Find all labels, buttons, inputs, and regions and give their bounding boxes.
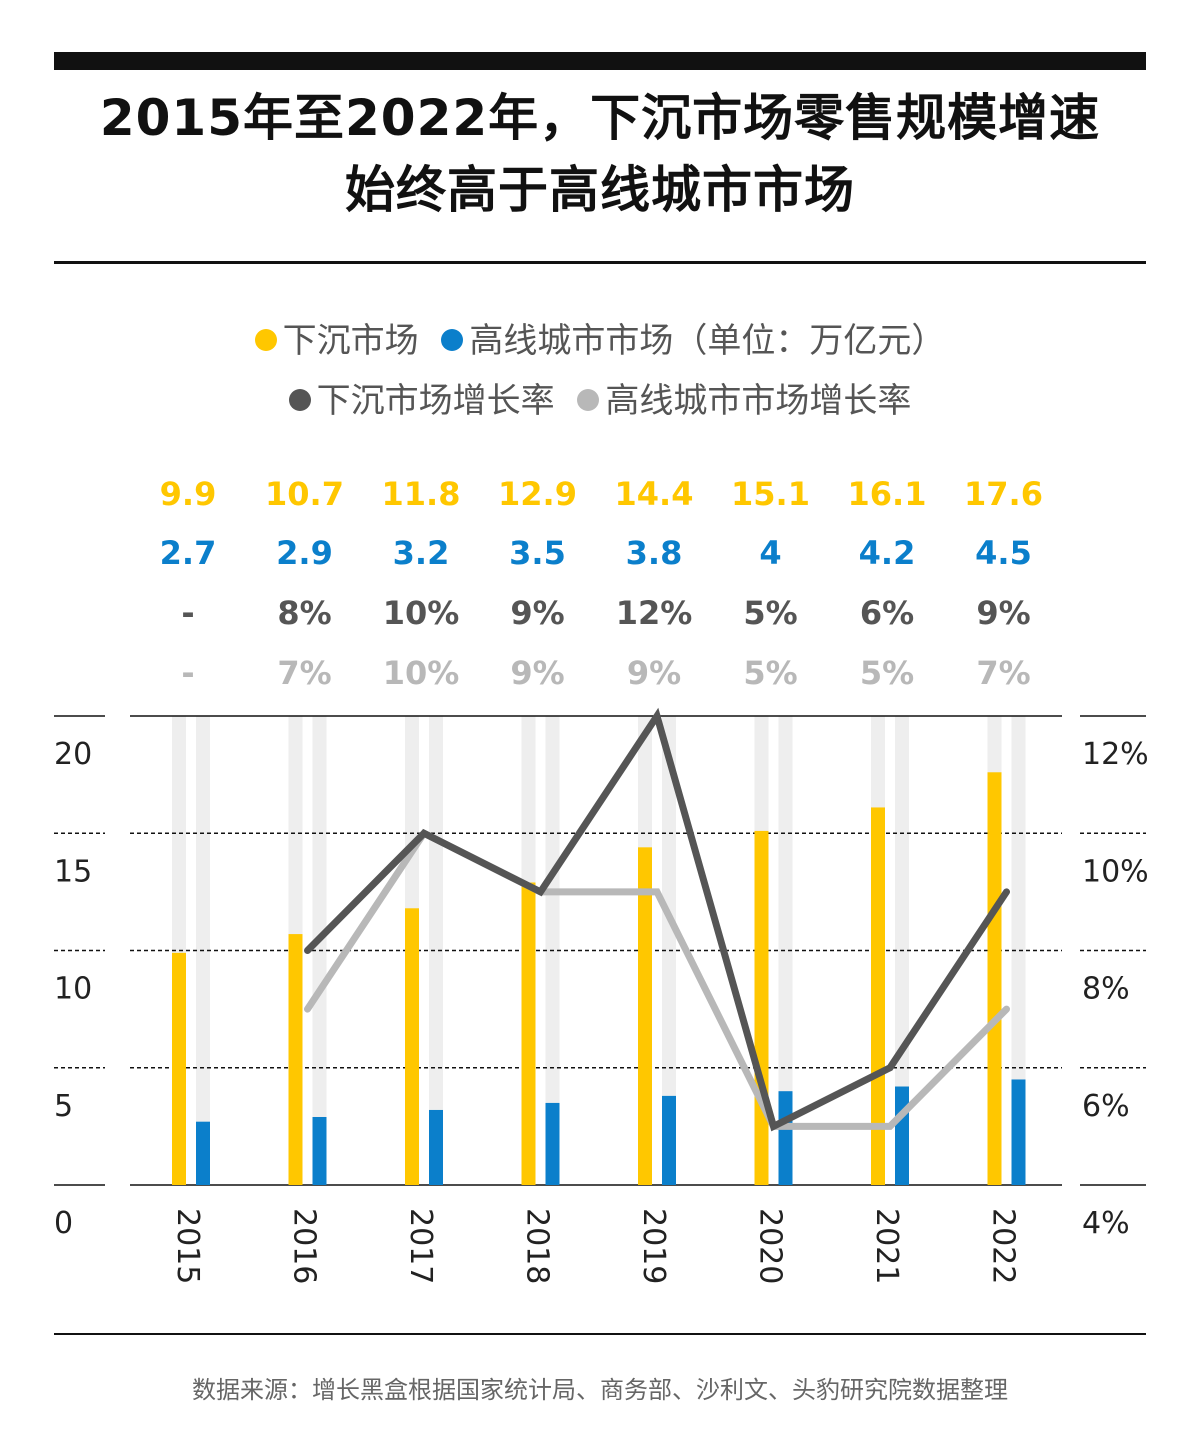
value-label: 7% xyxy=(277,654,331,692)
value-label: 8% xyxy=(277,594,331,632)
right-axis-tick: 6% xyxy=(1082,1089,1130,1124)
bottom-rule xyxy=(54,1333,1146,1335)
value-label: 12% xyxy=(616,594,693,632)
left-axis-tick: 15 xyxy=(54,854,92,889)
right-axis-tick: 8% xyxy=(1082,972,1130,1007)
bar-sinking-2020 xyxy=(754,830,769,1185)
legend-swatch-tier-city-growth xyxy=(577,388,600,411)
value-label: 4.5 xyxy=(975,534,1032,572)
value-label: 14.4 xyxy=(615,475,694,513)
right-axis-tick: 12% xyxy=(1082,737,1149,772)
bar-sinking-2018 xyxy=(521,882,536,1185)
left-axis-tick: 10 xyxy=(54,972,92,1007)
value-label: 7% xyxy=(976,654,1030,692)
bar-sinking-2016 xyxy=(288,934,303,1185)
legend-swatch-sinking-growth xyxy=(288,388,311,411)
value-label: 4.2 xyxy=(859,534,916,572)
legend-row-2: 下沉市场增长率 高线城市市场增长率 xyxy=(0,378,1200,424)
legend-label-sinking-market: 下沉市场 xyxy=(282,321,419,361)
bar-sinking-2022 xyxy=(987,772,1002,1185)
x-axis-tick: 2021 xyxy=(869,1208,904,1284)
bar-tier-city-2022 xyxy=(1011,1079,1026,1185)
bar-sinking-2017 xyxy=(405,908,419,1185)
top-bar xyxy=(54,52,1146,70)
value-label: 10% xyxy=(383,654,460,692)
bar-sinking-2021 xyxy=(871,807,885,1185)
value-label: - xyxy=(181,594,194,632)
chart-title: 2015年至2022年，下沉市场零售规模增速 始终高于高线城市市场 xyxy=(54,82,1146,226)
x-axis-tick: 2019 xyxy=(636,1208,671,1284)
right-axis-tick: 4% xyxy=(1082,1206,1130,1241)
legend-swatch-sinking-market xyxy=(254,328,277,351)
legend-label-sinking-growth: 下沉市场增长率 xyxy=(316,381,555,421)
legend-item-tier-city-growth: 高线城市市场增长率 xyxy=(577,378,911,424)
legend-row-1: 下沉市场 高线城市市场（单位：万亿元） xyxy=(0,318,1200,364)
bar-tier-city-2015 xyxy=(196,1121,210,1185)
value-label: 10% xyxy=(383,594,460,632)
value-label: - xyxy=(181,654,194,692)
value-label: 6% xyxy=(860,594,914,632)
left-axis-tick: 20 xyxy=(54,737,92,772)
bar-sinking-2015 xyxy=(172,952,186,1185)
bar-tier-city-2021 xyxy=(895,1086,909,1185)
value-label: 5% xyxy=(860,654,914,692)
x-axis-tick: 2015 xyxy=(170,1208,205,1284)
right-axis-tick: 10% xyxy=(1082,854,1149,889)
value-label: 4 xyxy=(759,534,781,572)
value-label: 17.6 xyxy=(964,475,1043,513)
legend-label-tier-city-growth: 高线城市市场增长率 xyxy=(605,381,912,421)
value-label: 3.5 xyxy=(509,534,566,572)
value-label: 10.7 xyxy=(265,475,344,513)
line-sinking-growth xyxy=(304,707,1010,1132)
value-label: 3.8 xyxy=(626,534,683,572)
chart-title-line1: 2015年至2022年，下沉市场零售规模增速 xyxy=(99,89,1101,147)
source-note: 数据来源：增长黑盒根据国家统计局、商务部、沙利文、头豹研究院数据整理 xyxy=(192,1376,1008,1404)
value-label: 3.2 xyxy=(393,534,450,572)
x-axis-tick: 2022 xyxy=(986,1208,1021,1284)
value-label: 5% xyxy=(743,654,797,692)
bar-tier-city-2018 xyxy=(545,1102,560,1185)
value-label: 9% xyxy=(510,594,564,632)
legend-item-tier-city-market: 高线城市市场（单位：万亿元） xyxy=(441,318,945,364)
chart-title-line2: 始终高于高线城市市场 xyxy=(345,161,855,219)
bar-tier-city-2016 xyxy=(312,1116,327,1185)
x-axis-tick: 2020 xyxy=(753,1208,788,1284)
x-axis-tick: 2017 xyxy=(403,1208,438,1284)
value-label: 9% xyxy=(976,594,1030,632)
value-label: 2.7 xyxy=(160,534,217,572)
legend-item-sinking-growth: 下沉市场增长率 xyxy=(288,378,555,424)
value-label: 9.9 xyxy=(160,475,217,513)
legend-swatch-tier-city-market xyxy=(441,328,464,351)
x-axis-tick: 2016 xyxy=(287,1208,322,1284)
value-label: 12.9 xyxy=(498,475,577,513)
bar-tier-city-2019 xyxy=(662,1095,676,1185)
bar-tier-city-2017 xyxy=(429,1109,443,1185)
value-label: 5% xyxy=(743,594,797,632)
value-label: 16.1 xyxy=(848,475,927,513)
value-label: 11.8 xyxy=(382,475,461,513)
value-label: 2.9 xyxy=(276,534,333,572)
bar-tier-city-2020 xyxy=(778,1091,793,1185)
legend-item-sinking-market: 下沉市场 xyxy=(254,318,419,364)
value-label: 9% xyxy=(627,654,681,692)
title-rule xyxy=(54,261,1146,264)
left-axis-tick: 5 xyxy=(54,1089,73,1124)
legend-label-tier-city-market: 高线城市市场（单位：万亿元） xyxy=(469,321,946,361)
bar-sinking-2019 xyxy=(638,847,652,1185)
left-axis-tick: 0 xyxy=(54,1206,73,1241)
value-label: 15.1 xyxy=(731,475,810,513)
x-axis-tick: 2018 xyxy=(520,1208,555,1284)
value-label: 9% xyxy=(510,654,564,692)
